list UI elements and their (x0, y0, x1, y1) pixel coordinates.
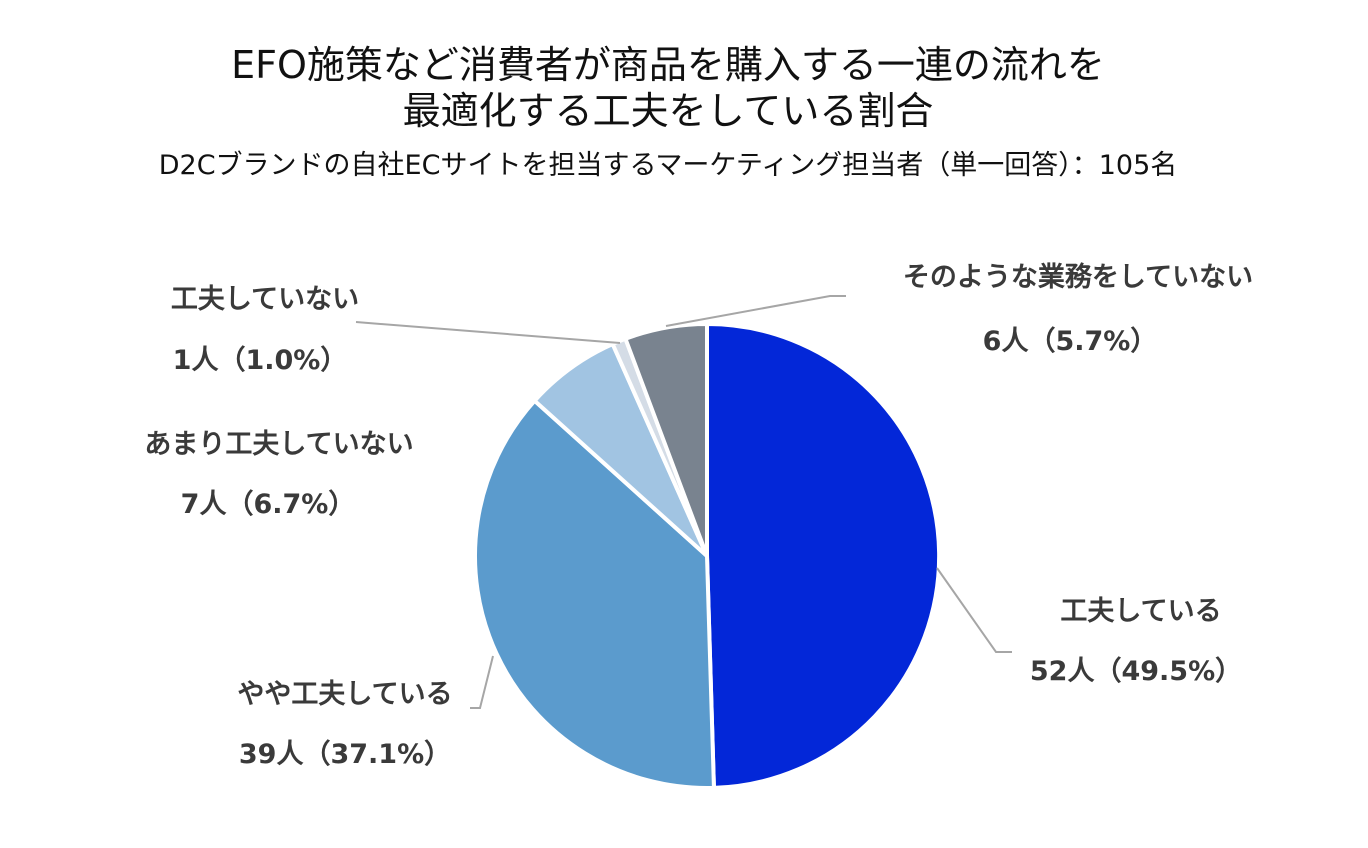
pie-slice-kufu-shiteiru (705, 322, 942, 790)
chart-subtitle: D2Cブランドの自社ECサイトを担当するマーケティング担当者（単一回答）：105… (159, 150, 1178, 181)
leader-line-kufu-shiteiru (936, 567, 1012, 653)
slice-label-kufu-shiteiru: 工夫している (1060, 596, 1221, 627)
chart-title-line-2: 最適化する工夫をしている割合 (403, 89, 934, 133)
leader-lines (355, 295, 1012, 709)
slice-value-gyomu-shiteinai: 6人（5.7%） (983, 326, 1158, 357)
slice-label-yaya-kufu-shiteiru: やや工夫している (237, 679, 452, 710)
slice-value-yaya-kufu-shiteiru: 39人（37.1%） (239, 739, 451, 770)
chart-title-line-1: EFO施策など消費者が商品を購入する一連の流れを (231, 43, 1105, 87)
leader-line-kufu-shiteinai (355, 321, 621, 344)
pie-slice-gyomu-shiteinai (623, 322, 709, 558)
slice-labels: 工夫している 52人（49.5%） やや工夫している 39人（37.1%） あま… (144, 262, 1253, 770)
leader-line-gyomu-shiteinai (665, 295, 846, 327)
slice-value-amari-kufu-shiteinai: 7人（6.7%） (181, 489, 356, 520)
slice-label-kufu-shiteinai: 工夫していない (171, 284, 359, 315)
pie-slice-yaya-kufu-shiteiru (473, 398, 716, 790)
leader-line-yaya-kufu-shiteiru (470, 655, 494, 709)
slice-value-kufu-shiteinai: 1人（1.0%） (173, 345, 348, 376)
slice-label-gyomu-shiteinai: そのような業務をしていない (903, 262, 1253, 293)
pie-slices (473, 322, 942, 790)
slice-label-amari-kufu-shiteinai: あまり工夫していない (144, 429, 413, 460)
slice-value-kufu-shiteiru: 52人（49.5%） (1030, 656, 1242, 687)
